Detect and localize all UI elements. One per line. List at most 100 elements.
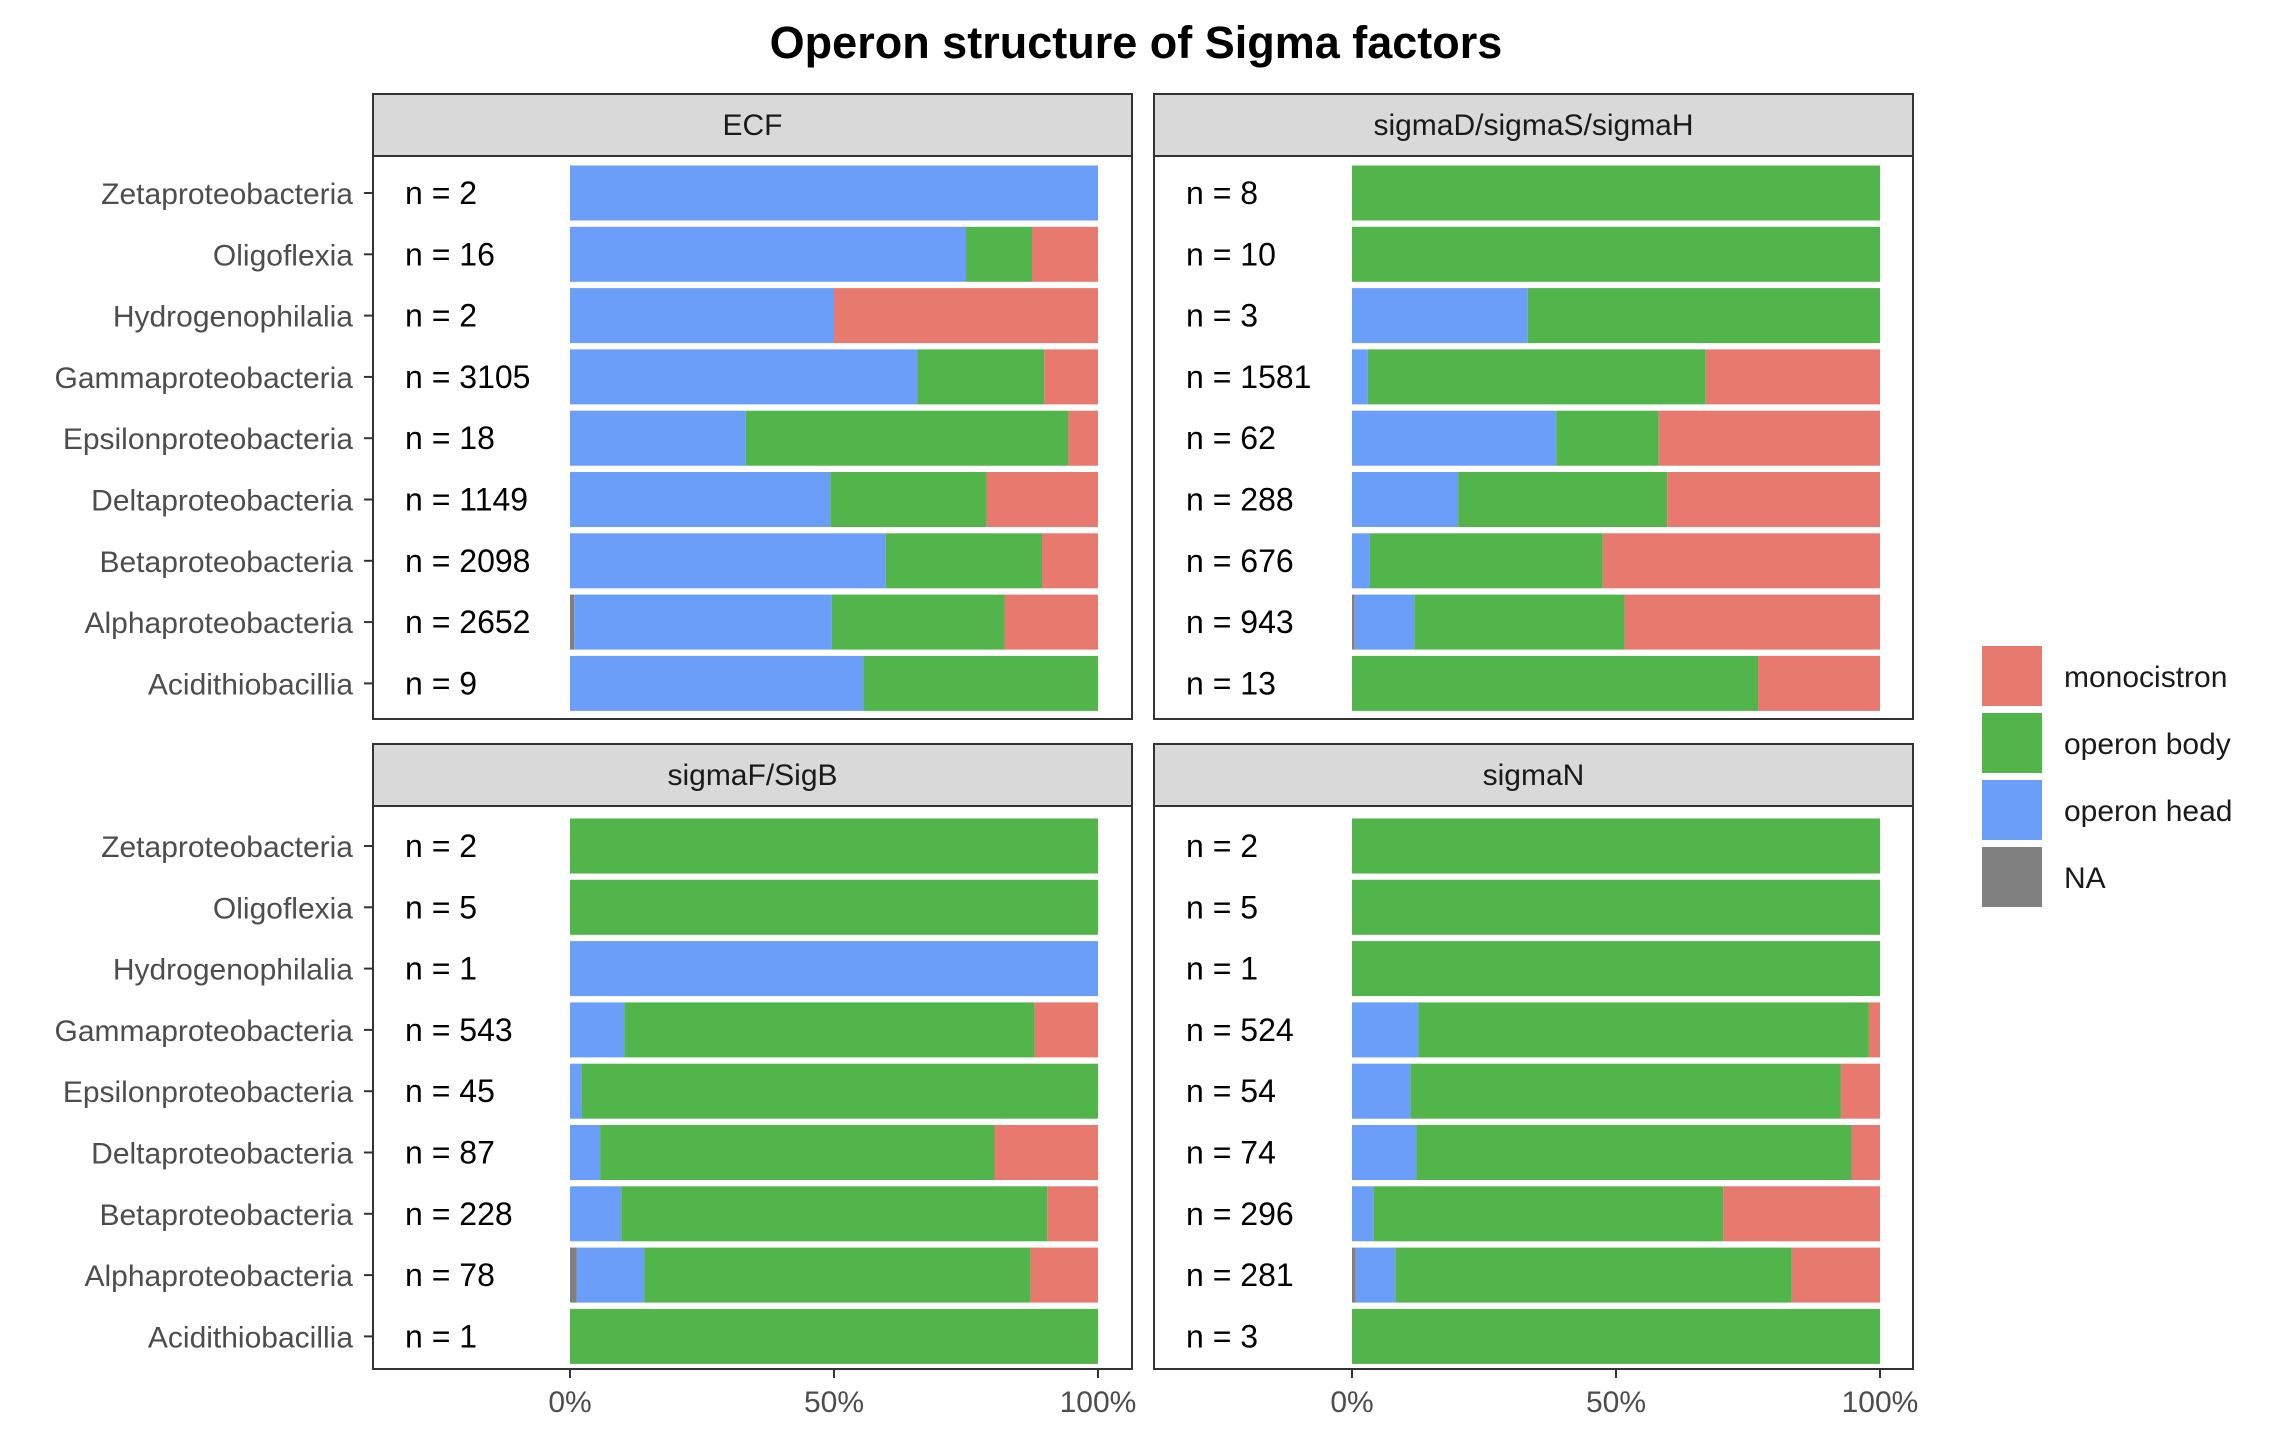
bar-segment-operon-head-deltaproteobacteria (1352, 472, 1459, 527)
n-label: n = 18 (405, 420, 495, 456)
bar-segment-operon-head-hydrogenophilalia (1352, 288, 1528, 344)
facet-strip-label: sigmaD/sigmaS/sigmaH (1373, 109, 1693, 142)
bar-segment-operon-body-hydrogenophilalia (1352, 941, 1880, 997)
bar-segment-operon-head-betaproteobacteria (1352, 533, 1370, 589)
bar-segment-operon-body-alphaproteobacteria (1414, 594, 1625, 650)
legend-item-monocistron: monocistron (1982, 646, 2227, 706)
bar-segment-operon-head-betaproteobacteria (570, 1186, 622, 1242)
bar-segment-monocistron-gammaproteobacteria (1868, 1002, 1880, 1058)
y-tick-label: Epsilonproteobacteria (63, 423, 354, 456)
bar-segment-monocistron-gammaproteobacteria (1034, 1002, 1098, 1058)
bar-segment-monocistron-betaproteobacteria (1047, 1186, 1098, 1242)
bar-segment-operon-head-acidithiobacillia (570, 655, 864, 711)
legend-item-operon-head: operon head (1982, 780, 2233, 840)
x-tick-label: 0% (548, 1386, 591, 1419)
y-tick-label: Alphaproteobacteria (84, 1260, 353, 1293)
bar-segment-operon-head-alphaproteobacteria (1355, 1247, 1396, 1303)
bar-segment-monocistron-gammaproteobacteria (1044, 349, 1098, 405)
bar-segment-monocistron-deltaproteobacteria (1667, 472, 1880, 527)
bar-segment-operon-head-gammaproteobacteria (1352, 349, 1368, 405)
bar-segment-operon-body-acidithiobacillia (570, 1308, 1098, 1364)
bar-segment-monocistron-deltaproteobacteria (994, 1125, 1098, 1180)
bar-segment-na-alphaproteobacteria (570, 1247, 577, 1303)
bar-segment-operon-head-alphaproteobacteria (576, 1247, 645, 1303)
bar-segment-operon-head-oligoflexia (570, 226, 966, 282)
n-label: n = 2098 (405, 543, 530, 579)
y-tick-label: Alphaproteobacteria (84, 607, 353, 640)
n-label: n = 13 (1186, 665, 1276, 701)
bar-segment-operon-head-gammaproteobacteria (570, 349, 918, 405)
n-label: n = 8 (1186, 175, 1258, 211)
facet-panels: n = 2 n = 16 n = 2 n = 3105 n = 18 n = 1149 n … (55, 93, 1919, 1419)
panel-ecf: n = 2 n = 16 n = 2 n = 3105 n = 18 n = 1149 n … (55, 93, 1133, 720)
bar-segment-operon-body-oligoflexia (570, 879, 1098, 935)
y-tick-label: Gammaproteobacteria (55, 362, 354, 395)
n-label: n = 3 (1186, 1318, 1258, 1354)
bar-segment-operon-head-deltaproteobacteria (570, 1125, 601, 1180)
bar-segment-operon-head-zetaproteobacteria (570, 165, 1098, 221)
bar-segment-operon-head-deltaproteobacteria (570, 472, 831, 527)
x-tick-label: 50% (1586, 1386, 1646, 1419)
bar-segment-operon-body-alphaproteobacteria (1395, 1247, 1792, 1303)
bar-segment-monocistron-alphaproteobacteria (1004, 594, 1098, 650)
bar-segment-operon-body-epsilonproteobacteria (1556, 410, 1659, 466)
n-label: n = 2 (1186, 828, 1258, 864)
legend-key (1982, 780, 2042, 840)
y-tick-label: Acidithiobacillia (148, 668, 353, 701)
bar-segment-na-alphaproteobacteria (570, 594, 575, 650)
y-tick-label: Oligoflexia (213, 892, 353, 925)
x-tick-label: 50% (804, 1386, 864, 1419)
legend-key (1982, 847, 2042, 907)
bar-segment-operon-head-hydrogenophilalia (570, 288, 834, 344)
y-tick-label: Zetaproteobacteria (101, 831, 353, 864)
legend-item-na: NA (1982, 847, 2106, 907)
n-label: n = 5 (405, 889, 477, 925)
legend-label: NA (2064, 862, 2106, 895)
bar-segment-monocistron-alphaproteobacteria (1030, 1247, 1098, 1303)
y-tick-label: Betaproteobacteria (99, 546, 353, 579)
bar-segment-monocistron-betaproteobacteria (1042, 533, 1098, 589)
y-tick-label: Oligoflexia (213, 239, 353, 272)
x-tick-label: 100% (1842, 1386, 1919, 1419)
facet-strip-label: ECF (723, 109, 783, 142)
bar-segment-monocistron-acidithiobacillia (1758, 655, 1880, 711)
bar-segment-monocistron-hydrogenophilalia (834, 288, 1098, 344)
bar-segment-operon-head-hydrogenophilalia (570, 941, 1098, 997)
bar-segment-monocistron-epsilonproteobacteria (1840, 1063, 1880, 1119)
bar-segment-operon-body-oligoflexia (1352, 226, 1880, 282)
bar-segment-operon-body-epsilonproteobacteria (581, 1063, 1098, 1119)
y-tick-label: Epsilonproteobacteria (63, 1076, 354, 1109)
bar-segment-operon-body-acidithiobacillia (1352, 655, 1759, 711)
bar-segment-operon-body-epsilonproteobacteria (745, 410, 1069, 466)
y-tick-label: Deltaproteobacteria (91, 1138, 353, 1171)
x-tick-label: 0% (1330, 1386, 1373, 1419)
n-label: n = 9 (405, 665, 477, 701)
n-label: n = 54 (1186, 1073, 1276, 1109)
bar-segment-operon-body-epsilonproteobacteria (1410, 1063, 1841, 1119)
bar-segment-monocistron-deltaproteobacteria (1851, 1125, 1880, 1180)
bar-segment-monocistron-oligoflexia (1032, 226, 1098, 282)
bar-segment-na-alphaproteobacteria (1352, 594, 1355, 650)
bar-segment-operon-head-epsilonproteobacteria (1352, 1063, 1411, 1119)
legend-label: monocistron (2064, 661, 2227, 694)
bar-segment-operon-body-alphaproteobacteria (644, 1247, 1031, 1303)
n-label: n = 3 (1186, 298, 1258, 334)
bar-segment-operon-head-betaproteobacteria (570, 533, 886, 589)
facet-strip (372, 743, 1133, 807)
bar-segment-operon-body-oligoflexia (1352, 879, 1880, 935)
bar-segment-monocistron-gammaproteobacteria (1705, 349, 1880, 405)
n-label: n = 74 (1186, 1135, 1276, 1171)
bar-segment-monocistron-betaproteobacteria (1602, 533, 1880, 589)
n-label: n = 16 (405, 236, 495, 272)
bar-segment-operon-head-epsilonproteobacteria (1352, 410, 1557, 466)
y-tick-label: Gammaproteobacteria (55, 1015, 354, 1048)
bar-segment-operon-body-gammaproteobacteria (917, 349, 1045, 405)
legend-label: operon body (2064, 728, 2231, 761)
bar-segment-operon-body-acidithiobacillia (863, 655, 1098, 711)
bar-segment-operon-body-deltaproteobacteria (600, 1125, 995, 1180)
bar-segment-operon-body-deltaproteobacteria (1416, 1125, 1852, 1180)
n-label: n = 5 (1186, 889, 1258, 925)
y-tick-label: Hydrogenophilalia (113, 301, 353, 334)
